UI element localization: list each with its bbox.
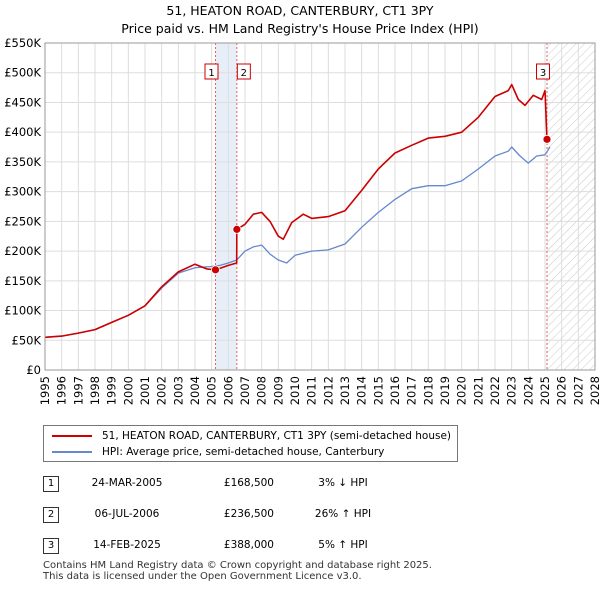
- page-title: 51, HEATON ROAD, CANTERBURY, CT1 3PY: [166, 3, 434, 18]
- transaction-label-box: [204, 63, 219, 80]
- x-tick-label: 2009: [271, 376, 285, 405]
- transaction-row: 2 06-JUL-2006 £236,500 26% ↑ HPI: [0, 507, 600, 523]
- x-tick-label: 2012: [321, 376, 335, 405]
- transaction-price: £236,500: [223, 508, 274, 520]
- y-tick-label: £400K: [4, 125, 41, 139]
- x-tick-label: 2025: [538, 376, 552, 405]
- x-tick-label: 1996: [55, 376, 69, 405]
- x-tick-label: 2022: [488, 376, 502, 405]
- transaction-label: 3: [540, 68, 546, 79]
- transaction-number: 2: [43, 507, 59, 523]
- transaction-marker: [542, 134, 552, 144]
- y-tick-label: £100K: [4, 304, 41, 318]
- transaction-number: 1: [43, 476, 59, 492]
- x-tick-label: 2023: [505, 376, 519, 405]
- x-tick-label: 1997: [71, 376, 85, 405]
- x-tick-label: 2004: [188, 376, 202, 405]
- y-tick-label: £150K: [4, 274, 41, 288]
- series-line-property: [44, 83, 548, 339]
- x-tick-label: 2014: [355, 376, 369, 405]
- price-chart: £0 £50K £100K £150K £200K £250K £300K £350K £400…: [4, 36, 600, 405]
- transaction-price: £388,000: [223, 539, 274, 551]
- legend-swatch-hpi: [52, 451, 92, 453]
- x-tick-label: 2002: [155, 376, 169, 405]
- y-tick-label: £300K: [4, 185, 41, 199]
- x-tick-label: 2003: [171, 376, 185, 405]
- y-tick-label: £550K: [4, 36, 41, 50]
- x-tick-label: 2013: [338, 376, 352, 405]
- x-tick-label: 2020: [455, 376, 469, 405]
- x-tick-label: 1995: [38, 376, 52, 405]
- transaction-row: 3 14-FEB-2025 £388,000 5% ↑ HPI: [0, 538, 600, 554]
- page-subtitle: Price paid vs. HM Land Registry's House …: [121, 21, 479, 36]
- x-tick-label: 2019: [438, 376, 452, 405]
- legend-item-property: 51, HEATON ROAD, CANTERBURY, CT1 3PY (se…: [52, 429, 451, 443]
- x-tick-label: 2016: [388, 376, 402, 405]
- transaction-date: 24-MAR-2005: [91, 477, 163, 489]
- y-tick-label: £50K: [12, 333, 42, 347]
- x-tick-label: 2000: [121, 376, 135, 405]
- x-tick-label: 2015: [371, 376, 385, 405]
- transaction-marker: [232, 224, 242, 234]
- x-tick-label: 2027: [571, 376, 585, 405]
- footer-copyright: Contains HM Land Registry data © Crown c…: [43, 560, 432, 571]
- x-tick-label: 2021: [471, 376, 485, 405]
- x-tick-label: 2005: [205, 376, 219, 405]
- legend-swatch-property: [52, 435, 92, 437]
- transaction-band: [215, 43, 237, 370]
- y-tick-label: £0: [26, 363, 41, 377]
- transaction-label: 2: [241, 68, 247, 79]
- legend-label-hpi: HPI: Average price, semi-detached house,…: [102, 446, 385, 458]
- footer-licence: This data is licensed under the Open Gov…: [43, 571, 362, 582]
- x-tick-label: 1999: [105, 376, 119, 405]
- y-tick-label: £500K: [4, 66, 41, 80]
- x-tick-label: 2010: [288, 376, 302, 405]
- x-tick-label: 2026: [555, 376, 569, 405]
- transaction-label: 1: [208, 68, 214, 79]
- x-tick-label: 1998: [88, 376, 102, 405]
- transaction-price: £168,500: [223, 477, 274, 489]
- transaction-label-box: [536, 63, 550, 80]
- transaction-label-box: [236, 63, 251, 80]
- transaction-hpi: 5% ↑ HPI: [318, 539, 368, 551]
- transaction-marker: [211, 265, 220, 275]
- footer: Contains HM Land Registry data © Crown c…: [43, 560, 432, 582]
- x-tick-label: 2028: [588, 376, 600, 405]
- transaction-number: 3: [43, 538, 59, 554]
- transaction-date: 14-FEB-2025: [93, 539, 161, 551]
- x-tick-label: 2006: [221, 376, 235, 405]
- x-tick-label: 2024: [521, 376, 535, 405]
- x-tick-label: 2011: [305, 376, 319, 405]
- transaction-row: 1 24-MAR-2005 £168,500 3% ↓ HPI: [0, 476, 600, 492]
- y-tick-label: £350K: [4, 155, 41, 169]
- x-tick-label: 2007: [238, 376, 252, 405]
- x-tick-label: 2018: [421, 376, 435, 405]
- x-tick-label: 2001: [138, 376, 152, 405]
- legend-label-property: 51, HEATON ROAD, CANTERBURY, CT1 3PY (se…: [102, 430, 452, 442]
- chart-legend: 51, HEATON ROAD, CANTERBURY, CT1 3PY (se…: [43, 425, 458, 462]
- x-tick-label: 2008: [255, 376, 269, 405]
- plot-background: [45, 43, 595, 370]
- transaction-hpi: 3% ↓ HPI: [318, 477, 368, 489]
- legend-item-hpi: HPI: Average price, semi-detached house,…: [52, 445, 384, 459]
- y-tick-label: £450K: [4, 95, 41, 109]
- transaction-hpi: 26% ↑ HPI: [314, 508, 372, 520]
- y-tick-label: £200K: [4, 244, 41, 258]
- future-hatch-region: [547, 43, 595, 370]
- x-tick-label: 2017: [405, 376, 419, 405]
- plot-border: [44, 42, 596, 371]
- transaction-date: 06-JUL-2006: [94, 508, 160, 520]
- y-tick-label: £250K: [4, 214, 41, 228]
